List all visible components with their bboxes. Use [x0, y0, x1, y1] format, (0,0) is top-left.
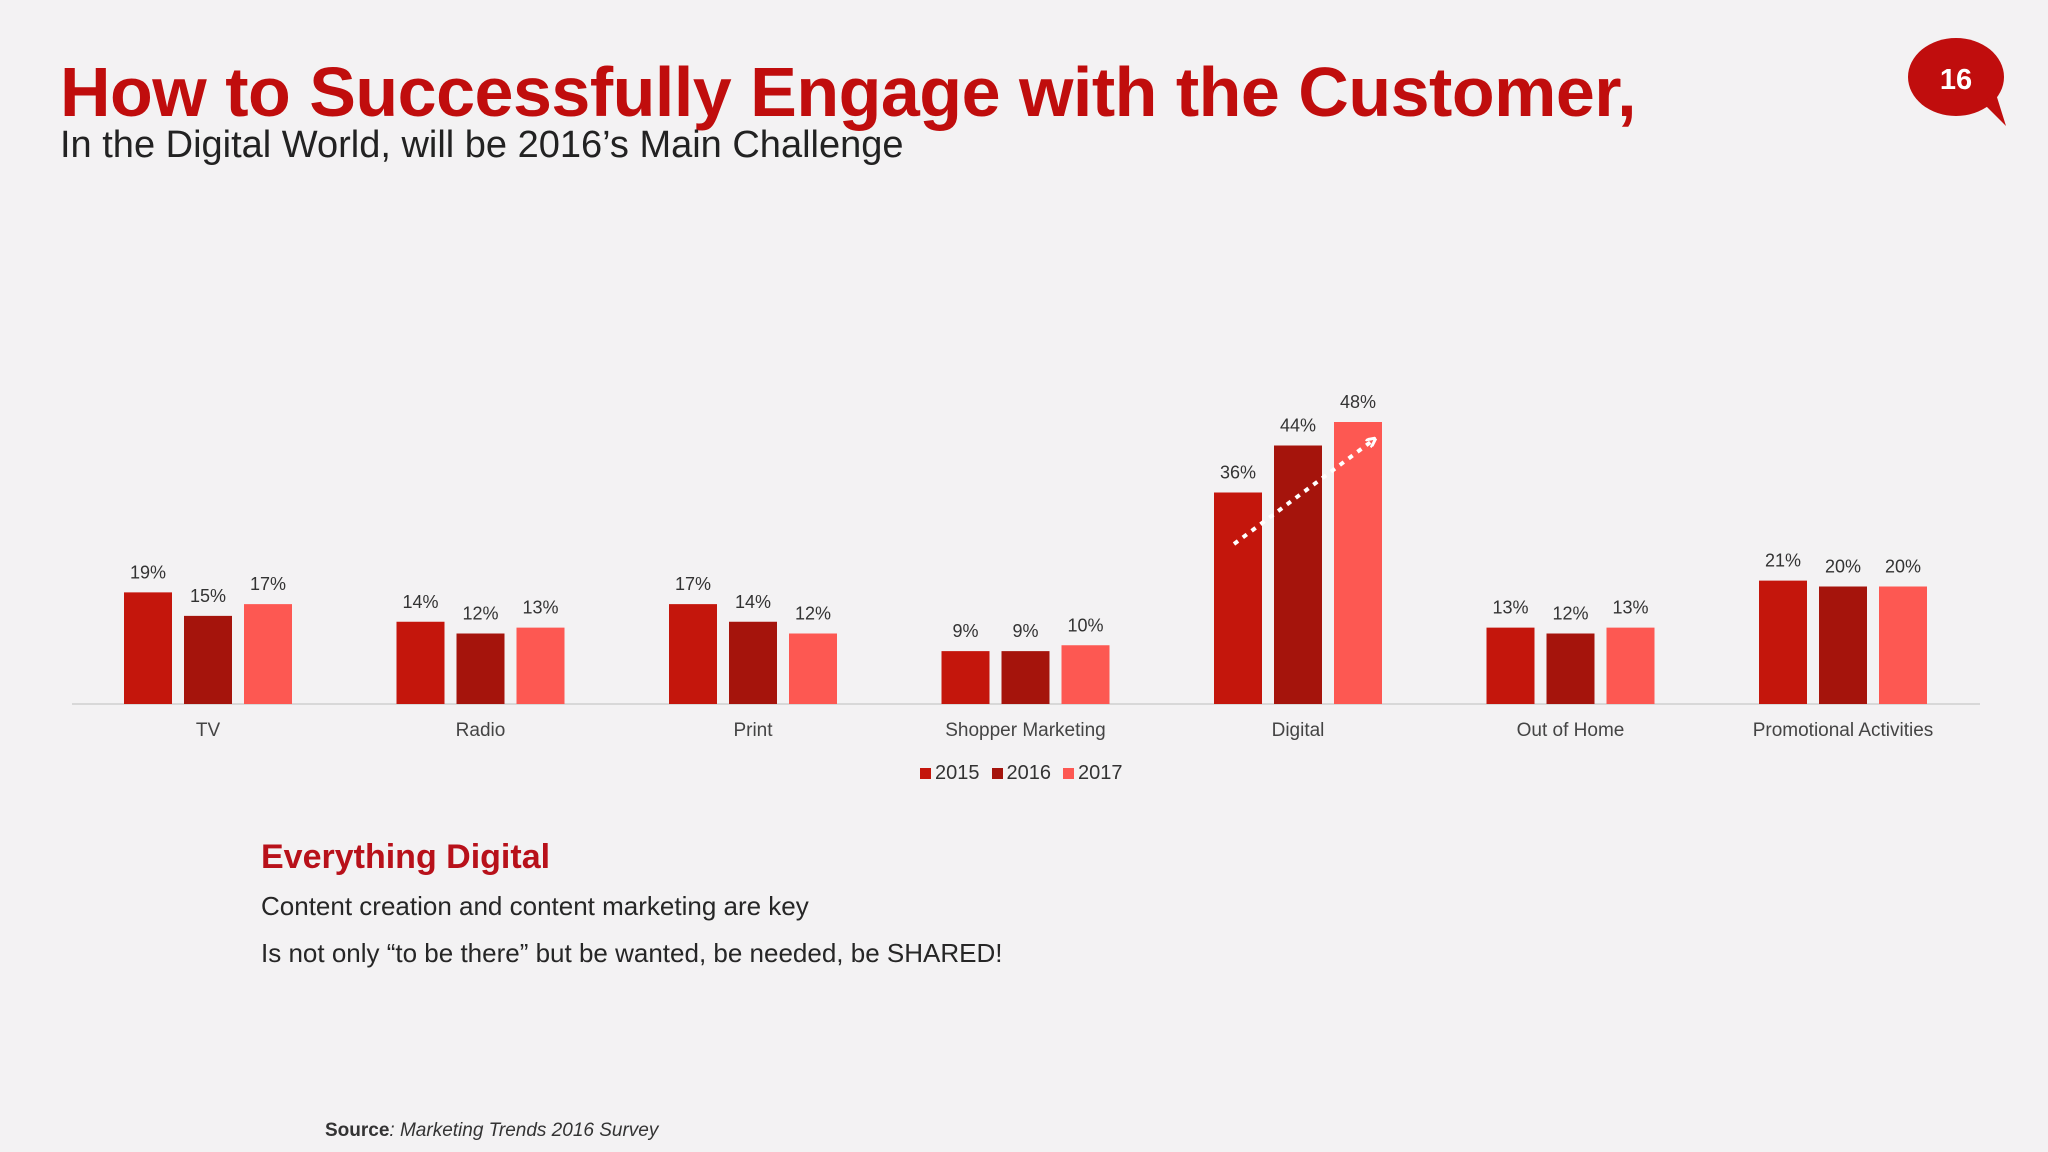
- bar-promotional-activities-2017: [1879, 586, 1927, 704]
- bar-shopper-marketing-2016: [1001, 651, 1050, 704]
- notes-line: Is not only “to be there” but be wanted,…: [261, 938, 1003, 968]
- slide-subtitle: In the Digital World, will be 2016’s Mai…: [60, 124, 904, 166]
- bar-print-2016: [729, 621, 777, 704]
- growth-trend-arrow: [1232, 441, 1372, 546]
- legend-item-2017: 2017: [1063, 762, 1123, 785]
- data-label-shopper-marketing-2016: 9%: [1012, 621, 1038, 641]
- bar-tv-2017: [244, 604, 292, 704]
- data-label-promotional-activities-2015: 21%: [1765, 551, 1801, 571]
- bar-tv-2015: [124, 592, 172, 704]
- category-label-radio: Radio: [456, 720, 506, 741]
- bar-print-2017: [789, 633, 837, 704]
- bar-shopper-marketing-2017: [1061, 645, 1110, 704]
- category-label-digital: Digital: [1272, 720, 1325, 741]
- data-label-shopper-marketing-2017: 10%: [1067, 615, 1103, 635]
- bar-promotional-activities-2016: [1819, 586, 1867, 704]
- bar-print-2015: [669, 604, 717, 704]
- legend-swatch-2015: [920, 768, 931, 779]
- legend-label: 2015: [935, 762, 980, 784]
- data-label-tv-2016: 15%: [190, 586, 226, 606]
- page-number-badge: 16: [1908, 38, 2006, 126]
- category-labels-group: TV Radio Print Shopper Marketing Digital Out …: [196, 720, 1933, 741]
- page-number: 16: [1940, 64, 1972, 96]
- bar-digital-2015: [1214, 492, 1262, 704]
- data-label-digital-2016: 44%: [1280, 416, 1316, 436]
- bar-radio-2017: [516, 627, 565, 704]
- data-label-out-of-home-2017: 13%: [1612, 598, 1648, 618]
- category-label-shopper-marketing: Shopper Marketing: [945, 720, 1106, 741]
- legend-swatch-2016: [991, 768, 1003, 779]
- data-label-radio-2017: 13%: [522, 598, 558, 618]
- bar-out-of-home-2015: [1486, 627, 1535, 704]
- notes-line: Content creation and content marketing a…: [261, 891, 809, 921]
- bar-shopper-marketing-2015: [941, 651, 990, 704]
- source-label: Source: [325, 1120, 390, 1141]
- legend-swatch-2017: [1063, 768, 1074, 779]
- data-label-print-2015: 17%: [675, 574, 711, 594]
- chart-legend: 2015 2016 2017: [920, 762, 1123, 785]
- bar-promotional-activities-2015: [1759, 580, 1807, 704]
- slide-title: How to Successfully Engage with the Cust…: [60, 53, 1637, 131]
- bar-digital-2016: [1274, 445, 1322, 704]
- speech-bubble-icon: [1908, 38, 2004, 116]
- bar-radio-2015: [396, 621, 445, 704]
- bar-chart: 19% 15% 17% 14% 12% 13% 17% 14% 12% 9% 9% 10% 36% 44%…: [72, 392, 1980, 741]
- data-label-digital-2015: 36%: [1220, 463, 1256, 483]
- data-label-digital-2017: 48%: [1340, 392, 1376, 412]
- source-text: : Marketing Trends 2016 Survey: [389, 1120, 659, 1141]
- legend-item-2016: 2016: [991, 762, 1052, 785]
- legend-label: 2016: [1006, 762, 1052, 784]
- category-label-out-of-home: Out of Home: [1517, 720, 1625, 741]
- data-label-print-2016: 14%: [735, 592, 771, 612]
- data-label-radio-2015: 14%: [402, 592, 438, 612]
- notes-section: Everything Digital Content creation and …: [261, 838, 1002, 985]
- bar-labels-group: 19% 15% 17% 14% 12% 13% 17% 14% 12% 9% 9% 10% 36% 44%…: [130, 392, 1921, 641]
- data-label-shopper-marketing-2015: 9%: [952, 621, 978, 641]
- data-label-promotional-activities-2017: 20%: [1885, 557, 1921, 577]
- bar-digital-2017: [1334, 422, 1382, 704]
- data-label-tv-2017: 17%: [250, 574, 286, 594]
- category-label-promotional-activities: Promotional Activities: [1753, 720, 1934, 741]
- data-label-tv-2015: 19%: [130, 562, 166, 582]
- legend-label: 2017: [1078, 762, 1123, 784]
- data-label-promotional-activities-2016: 20%: [1825, 557, 1861, 577]
- category-label-print: Print: [733, 720, 773, 741]
- bars-group: [124, 422, 1927, 704]
- speech-bubble-tail: [1982, 94, 2006, 126]
- data-label-out-of-home-2015: 13%: [1492, 598, 1528, 618]
- data-label-radio-2016: 12%: [462, 604, 498, 624]
- category-label-tv: TV: [196, 720, 221, 741]
- bar-out-of-home-2017: [1606, 627, 1655, 704]
- notes-heading: Everything Digital: [261, 838, 551, 876]
- bar-out-of-home-2016: [1546, 633, 1595, 704]
- data-label-out-of-home-2016: 12%: [1552, 604, 1588, 624]
- bar-tv-2016: [184, 615, 232, 704]
- legend-item-2015: 2015: [920, 762, 980, 785]
- bar-radio-2016: [456, 633, 505, 704]
- source-note: Source: Marketing Trends 2016 Survey: [325, 1120, 658, 1142]
- data-label-print-2017: 12%: [795, 604, 831, 624]
